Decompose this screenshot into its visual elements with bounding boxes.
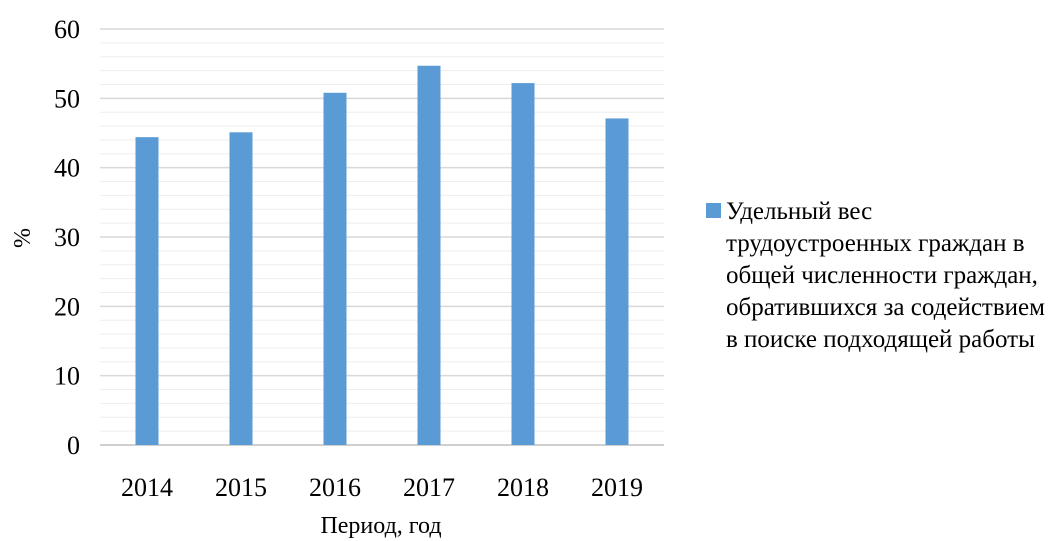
x-tick-label: 2015	[215, 473, 267, 502]
x-tick-label: 2019	[591, 473, 643, 502]
y-tick-labels: 0 10 20 30 40 50 60	[54, 15, 80, 460]
y-tick-label: 10	[54, 362, 80, 391]
bars	[135, 65, 629, 445]
x-axis-title: Период, год	[320, 513, 441, 539]
bar-2017	[417, 65, 441, 445]
y-tick-label: 60	[54, 15, 80, 44]
y-tick-label: 50	[54, 84, 80, 113]
x-tick-label: 2018	[497, 473, 549, 502]
x-tick-label: 2014	[121, 473, 173, 502]
bar-2019	[605, 118, 629, 445]
y-tick-label: 0	[67, 431, 80, 460]
bar-2015	[229, 132, 253, 445]
legend: Удельный вес трудоустроенных граждан в о…	[706, 196, 1062, 356]
y-tick-label: 30	[54, 223, 80, 252]
legend-swatch	[706, 203, 721, 218]
bar-2018	[511, 83, 535, 445]
x-tick-label: 2016	[309, 473, 361, 502]
bar-2016	[323, 92, 347, 445]
y-tick-label: 20	[54, 292, 80, 321]
legend-label: Удельный вес трудоустроенных граждан в о…	[726, 198, 1045, 353]
y-axis-title: %	[10, 228, 36, 248]
y-tick-label: 40	[54, 154, 80, 183]
bar-2014	[135, 137, 159, 445]
x-tick-label: 2017	[403, 473, 455, 502]
x-tick-labels: 2014 2015 2016 2017 2018 2019	[121, 473, 643, 502]
gridlines	[100, 28, 664, 446]
